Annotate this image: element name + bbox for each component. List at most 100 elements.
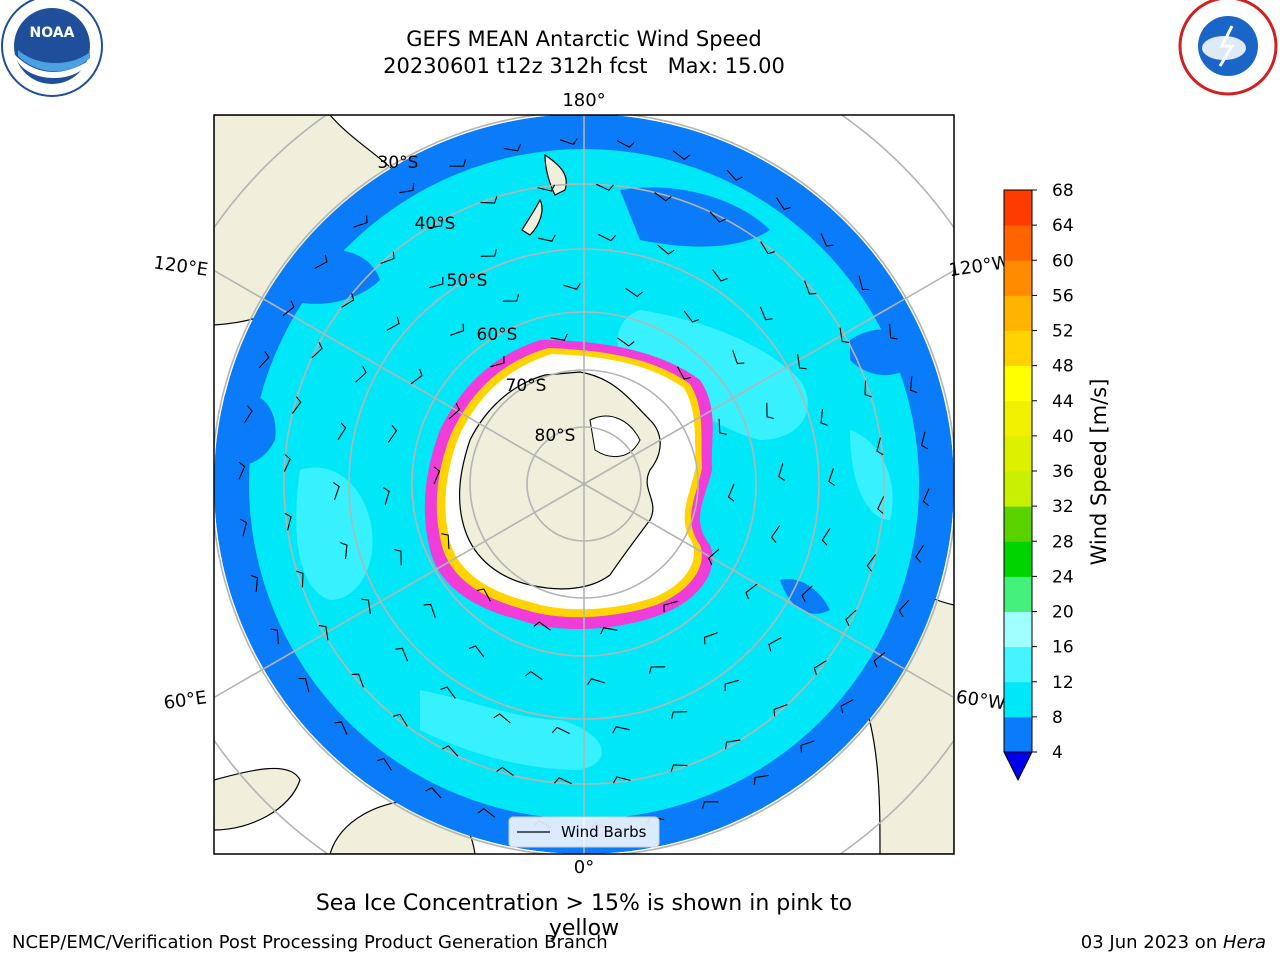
map-subtitle: 20230601 t12z 312h fcst Max: 15.00 bbox=[383, 54, 785, 78]
noaa-logo-text: NOAA bbox=[30, 25, 75, 41]
lat-label-60s: 60°S bbox=[477, 325, 518, 345]
wind-barb bbox=[820, 408, 828, 426]
colorbar-segment bbox=[1004, 365, 1032, 402]
wind-barb bbox=[864, 380, 872, 398]
wind-barb bbox=[821, 528, 831, 546]
colorbar-tick-label: 4 bbox=[1052, 743, 1063, 763]
colorbar-segment bbox=[1004, 611, 1032, 648]
lon-label-60w: 60°W bbox=[955, 687, 1007, 715]
wind-barb bbox=[753, 774, 769, 785]
colorbar-tick-label: 36 bbox=[1052, 462, 1074, 482]
graticule bbox=[214, 115, 954, 854]
wind-barb bbox=[922, 488, 930, 507]
wind-barb bbox=[839, 327, 850, 343]
wind-barb bbox=[441, 533, 450, 550]
lon-label-120e: 120°E bbox=[152, 252, 209, 280]
lat-label-50s: 50°S bbox=[447, 271, 488, 291]
wind-barb bbox=[377, 757, 392, 771]
wind-barb bbox=[797, 353, 807, 370]
colorbar-tick-label: 16 bbox=[1052, 638, 1074, 658]
wind-barb bbox=[677, 366, 692, 380]
map-frame bbox=[214, 115, 954, 854]
wind-barbs bbox=[238, 138, 930, 830]
wind-barb bbox=[858, 275, 870, 291]
wind-barb bbox=[449, 159, 467, 167]
colorbar-tick-label: 68 bbox=[1052, 181, 1074, 201]
colorbar-segment bbox=[1004, 225, 1032, 261]
wind-barb bbox=[490, 355, 505, 368]
wind-barb bbox=[351, 673, 364, 688]
colorbar-segment bbox=[1004, 506, 1032, 542]
wind-barb bbox=[480, 249, 497, 257]
wind-barb bbox=[423, 603, 436, 618]
wind-barb bbox=[395, 647, 409, 662]
colorbar-tick-label: 28 bbox=[1052, 532, 1074, 552]
wind-barb bbox=[355, 366, 367, 383]
wind-barb bbox=[840, 699, 854, 714]
wind-barb bbox=[291, 396, 302, 414]
wind-barb bbox=[334, 721, 348, 735]
wind-barb bbox=[845, 609, 857, 626]
wind-barb bbox=[707, 548, 720, 565]
wind-barb bbox=[442, 745, 459, 757]
colorbar-segment bbox=[1004, 471, 1032, 507]
wind-barb bbox=[394, 548, 402, 566]
wind-barb bbox=[709, 211, 726, 223]
wind-barb bbox=[283, 454, 291, 472]
wind-barb bbox=[683, 310, 700, 323]
wind-barb bbox=[448, 403, 461, 420]
colorbar-tick-label: 56 bbox=[1052, 286, 1074, 306]
wind-barb bbox=[828, 468, 835, 486]
wind-barb bbox=[616, 140, 635, 148]
footer-branch-text: NCEP/EMC/Verification Post Processing Pr… bbox=[12, 932, 608, 953]
wind-barb bbox=[672, 150, 691, 160]
colorbar-tick-label: 8 bbox=[1052, 708, 1063, 728]
colorbar-segment bbox=[1004, 330, 1032, 367]
wind-barb bbox=[760, 241, 775, 255]
wind-barb bbox=[503, 144, 522, 152]
colorbar-tick-label: 60 bbox=[1052, 251, 1074, 271]
legend-label: Wind Barbs bbox=[561, 823, 647, 841]
wind-barb bbox=[663, 600, 678, 613]
wind-barb bbox=[383, 487, 390, 505]
wind-barb bbox=[550, 333, 568, 341]
wind-barb bbox=[393, 713, 408, 727]
wind-barb bbox=[877, 496, 885, 514]
lat-label-40s: 40°S bbox=[415, 214, 456, 234]
wind-barb bbox=[712, 269, 728, 282]
wind-barb bbox=[476, 588, 491, 602]
wind-barb bbox=[759, 306, 773, 321]
wind-barb bbox=[648, 666, 666, 674]
wind-barb bbox=[537, 184, 556, 192]
wind-barb bbox=[387, 425, 398, 443]
footer-date: 03 Jun 2023 on Hera bbox=[1081, 932, 1266, 953]
wind-barb bbox=[724, 679, 739, 691]
wind-barb bbox=[284, 512, 292, 531]
wind-barb bbox=[670, 764, 688, 772]
colorbar-tick-label: 52 bbox=[1052, 322, 1074, 342]
wind-barb bbox=[770, 525, 781, 543]
wind-barb bbox=[625, 287, 643, 298]
colorbar-segment bbox=[1004, 435, 1032, 472]
colorbar-segment bbox=[1004, 576, 1032, 612]
wind-barb bbox=[425, 787, 442, 799]
colorbar-tick-label: 20 bbox=[1052, 603, 1074, 623]
map-legend: Wind Barbs bbox=[508, 816, 660, 848]
wind-barb bbox=[311, 342, 323, 359]
wind-barb bbox=[726, 169, 743, 181]
wind-barb bbox=[910, 376, 918, 394]
colorbar-segment bbox=[1004, 681, 1032, 718]
colorbar-tick-label: 48 bbox=[1052, 357, 1074, 377]
wind-barb bbox=[538, 234, 556, 242]
wind-barb bbox=[725, 739, 741, 750]
colorbar-tick-label: 40 bbox=[1052, 427, 1074, 447]
wind-barb bbox=[596, 183, 614, 191]
wind-barb bbox=[804, 280, 817, 295]
wind-barb bbox=[341, 293, 355, 308]
wind-barb bbox=[433, 466, 441, 485]
wind-barb bbox=[386, 316, 400, 331]
wind-barb bbox=[600, 627, 618, 635]
colorbar-segment bbox=[1004, 716, 1032, 753]
